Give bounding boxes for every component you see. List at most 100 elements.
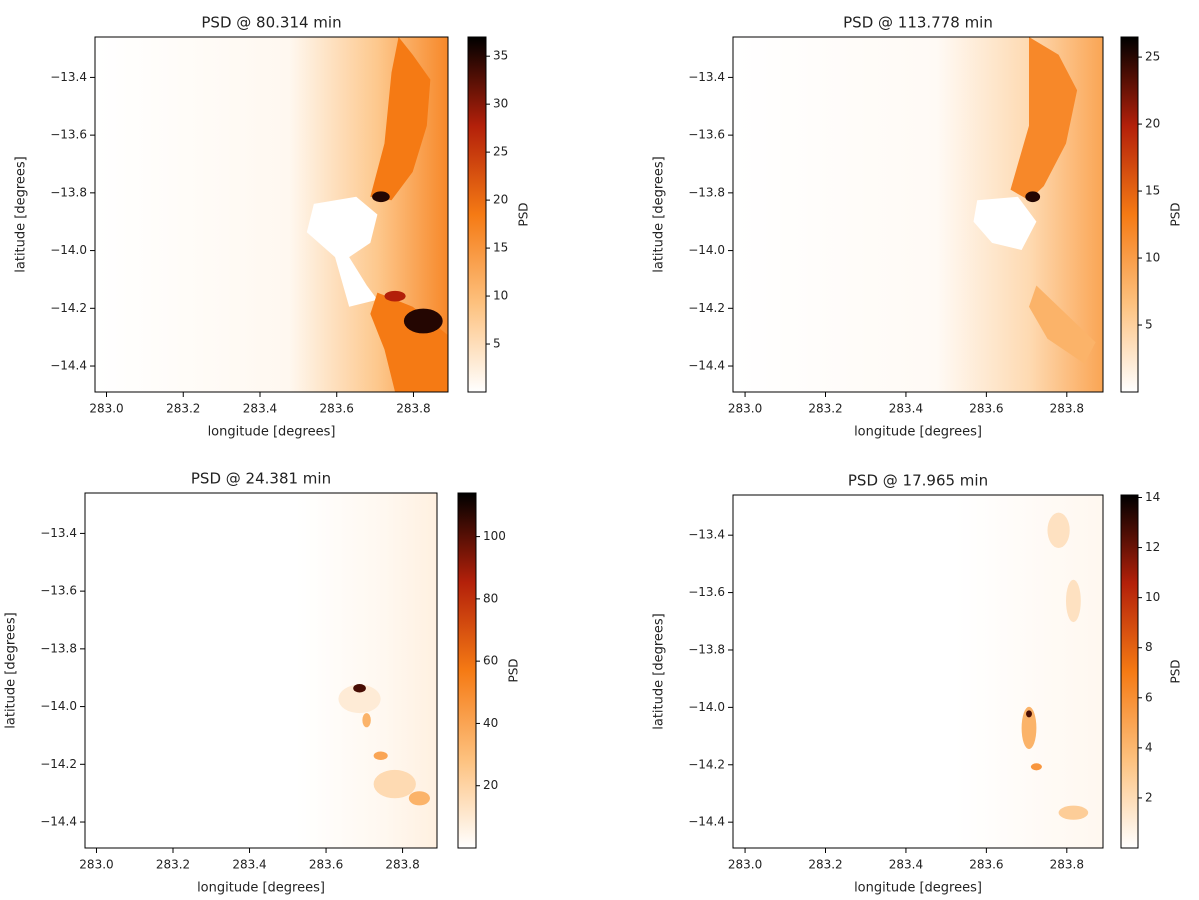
colorbar-tick-label: 40 — [483, 716, 498, 730]
x-tick-label: 283.8 — [1050, 858, 1084, 872]
y-tick-label: −14.4 — [688, 359, 725, 373]
colorbar — [1120, 494, 1139, 849]
panel: PSD @ 24.381 min longitude [degrees] latit… — [4, 470, 521, 896]
colorbar-tick-label: 6 — [1145, 690, 1153, 704]
y-tick-label: −14.2 — [50, 301, 87, 315]
heatmap-region — [1058, 805, 1089, 820]
colorbar-tick-label: 5 — [1145, 318, 1153, 332]
heatmap-region — [403, 308, 443, 334]
x-tick-label: 283.4 — [889, 858, 923, 872]
x-tick-label: 283.8 — [396, 402, 430, 416]
y-tick-label: −13.8 — [40, 641, 77, 655]
x-tick-label: 283.8 — [385, 858, 419, 872]
colorbar-tick-label: 4 — [1145, 740, 1153, 754]
colorbar-tick-label: 25 — [493, 145, 508, 159]
x-axis-label: longitude [degrees] — [197, 881, 325, 896]
colorbar — [457, 492, 477, 849]
y-tick-label: −14.4 — [50, 359, 87, 373]
y-tick-label: −14.4 — [688, 815, 725, 829]
y-axis-label: latitude [degrees] — [652, 613, 667, 729]
heatmap-region — [1029, 285, 1096, 364]
x-tick-label: 283.2 — [808, 402, 842, 416]
heatmap-region — [973, 196, 1037, 250]
colorbar-label: PSD — [1169, 659, 1183, 683]
y-tick-label: −14.2 — [688, 757, 725, 771]
x-tick-label: 283.2 — [808, 858, 842, 872]
heatmap-region — [373, 769, 416, 799]
y-tick-label: −13.6 — [688, 128, 725, 142]
heatmap-region — [1066, 579, 1081, 623]
heatmap-region — [408, 791, 430, 806]
colorbar-tick-label: 30 — [493, 97, 508, 111]
x-tick-label: 283.2 — [156, 858, 190, 872]
y-tick-label: −14.0 — [40, 699, 77, 713]
x-tick-label: 283.4 — [243, 402, 277, 416]
colorbar-tick-label: 20 — [483, 778, 498, 792]
colorbar-tick-label: 10 — [1145, 590, 1160, 604]
panel: PSD @ 17.965 min longitude [degrees] latit… — [652, 472, 1183, 896]
colorbar-tick-label: 60 — [483, 654, 498, 668]
chart-title: PSD @ 24.381 min — [191, 470, 331, 488]
heatmap-region — [338, 684, 381, 714]
chart-title: PSD @ 80.314 min — [201, 14, 341, 32]
colorbar-tick-label: 20 — [493, 193, 508, 207]
y-tick-label: −13.8 — [688, 185, 725, 199]
colorbar-tick-label: 100 — [483, 529, 506, 543]
colorbar-label: PSD — [517, 202, 531, 226]
heatmap-region — [1047, 512, 1070, 548]
panel: PSD @ 113.778 min longitude [degrees] lati… — [652, 14, 1183, 440]
colorbar-tick-label: 2 — [1145, 790, 1153, 804]
colorbar — [1120, 36, 1139, 393]
colorbar-tick-label: 10 — [493, 289, 508, 303]
x-axis-label: longitude [degrees] — [854, 425, 982, 440]
y-axis-label: latitude [degrees] — [652, 156, 667, 272]
y-tick-label: −14.0 — [50, 243, 87, 257]
x-tick-label: 283.2 — [166, 402, 200, 416]
x-tick-label: 283.0 — [89, 402, 123, 416]
colorbar-tick-label: 8 — [1145, 640, 1153, 654]
y-tick-label: −13.6 — [40, 584, 77, 598]
x-tick-label: 283.6 — [309, 858, 343, 872]
x-axis-label: longitude [degrees] — [208, 425, 336, 440]
heatmap-region — [1030, 763, 1042, 771]
y-tick-label: −14.0 — [688, 243, 725, 257]
colorbar-tick-label: 14 — [1145, 490, 1160, 504]
colorbar-tick-label: 25 — [1145, 50, 1160, 64]
heatmap-region — [372, 191, 390, 203]
chart-title: PSD @ 17.965 min — [848, 472, 988, 490]
colorbar-tick-label: 80 — [483, 591, 498, 605]
x-tick-label: 283.6 — [969, 858, 1003, 872]
heatmap-region — [1025, 191, 1041, 203]
colorbar-tick-label: 15 — [1145, 184, 1160, 198]
x-tick-label: 283.0 — [728, 858, 762, 872]
chart-title: PSD @ 113.778 min — [843, 14, 993, 32]
y-tick-label: −14.2 — [40, 757, 77, 771]
colorbar-tick-label: 10 — [1145, 251, 1160, 265]
y-axis-label: latitude [degrees] — [14, 156, 29, 272]
axes-frame — [94, 36, 449, 393]
x-tick-label: 283.0 — [728, 402, 762, 416]
heatmap-region — [1010, 37, 1078, 201]
axes-frame — [732, 494, 1104, 849]
x-tick-label: 283.4 — [232, 858, 266, 872]
colorbar-label: PSD — [1169, 202, 1183, 226]
y-tick-label: −13.4 — [688, 70, 725, 84]
colorbar-tick-label: 5 — [493, 337, 501, 351]
x-tick-label: 283.0 — [79, 858, 113, 872]
colorbar-tick-label: 12 — [1145, 540, 1160, 554]
y-tick-label: −13.6 — [50, 128, 87, 142]
y-tick-label: −13.4 — [50, 70, 87, 84]
panel: PSD @ 80.314 min longitude [degrees] latit… — [14, 14, 531, 440]
colorbar-label: PSD — [507, 658, 521, 682]
axes-frame — [84, 492, 438, 849]
y-axis-label: latitude [degrees] — [4, 612, 19, 728]
y-tick-label: −13.4 — [688, 528, 725, 542]
y-tick-label: −14.0 — [688, 700, 725, 714]
y-tick-label: −13.4 — [40, 526, 77, 540]
colorbar — [467, 36, 487, 393]
heatmap-region — [370, 292, 448, 392]
colorbar-tick-label: 35 — [493, 49, 508, 63]
heatmap-region — [370, 37, 431, 201]
x-tick-label: 283.4 — [889, 402, 923, 416]
